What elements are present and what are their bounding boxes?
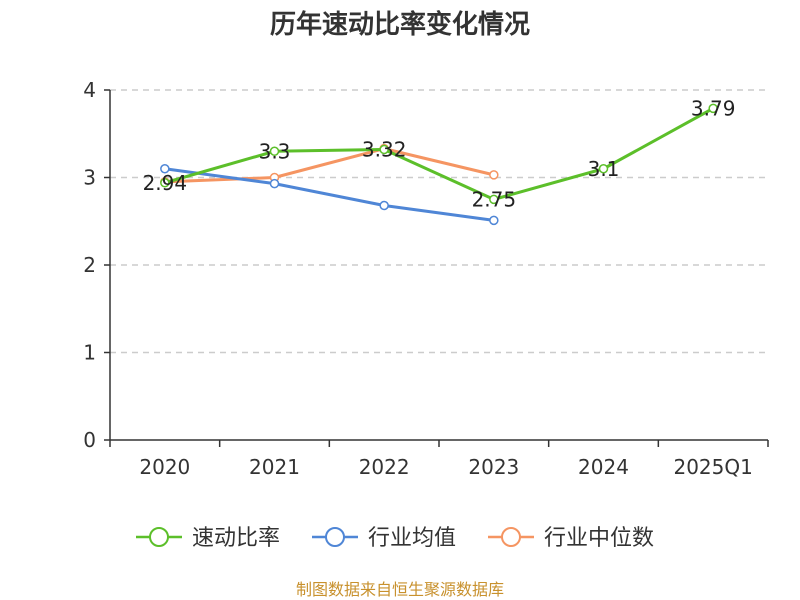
x-tick-label: 2025Q1 [673, 455, 752, 479]
chart-title: 历年速动比率变化情况 [270, 9, 530, 40]
data-point [489, 215, 499, 226]
gridlines [110, 89, 768, 354]
series-line-1 [164, 167, 495, 222]
series-line-2 [164, 147, 495, 184]
data-labels: 2.94 3.3 3.32 2.75 3.1 3.79 [143, 96, 736, 211]
legend-marker-2 [501, 527, 521, 547]
x-tick-label: 2021 [249, 455, 300, 479]
data-label: 3.79 [691, 96, 736, 120]
y-tick-label: 0 [83, 428, 96, 452]
data-point [598, 164, 609, 174]
data-label: 2.75 [472, 187, 517, 211]
data-point [269, 146, 280, 156]
legend-label: 行业均值 [368, 526, 456, 551]
legend-label: 行业中位数 [544, 526, 654, 551]
data-label: 3.3 [259, 139, 291, 163]
x-tick-label: 2020 [139, 455, 190, 479]
legend-marker-0 [149, 527, 169, 547]
x-tick-label: 2022 [359, 455, 410, 479]
source-note: 制图数据来自恒生聚源数据库 [296, 580, 504, 599]
series-line-0 [164, 107, 714, 201]
data-point [379, 144, 389, 155]
data-point [489, 194, 499, 205]
y-tick-label: 3 [83, 166, 96, 190]
y-tick-label: 2 [83, 253, 96, 277]
data-label: 2.94 [143, 171, 188, 195]
data-label: 3.1 [588, 157, 620, 181]
data-point [708, 103, 718, 114]
data-point [269, 178, 280, 189]
x-tick-label: 2023 [468, 455, 519, 479]
y-tick-label: 4 [83, 78, 96, 102]
data-point [160, 164, 170, 174]
y-tick-label: 1 [83, 341, 96, 365]
x-tick-label: 2024 [578, 455, 629, 479]
data-point [489, 170, 499, 180]
axes: 0 1 2 3 4 2020 2021 2022 2023 2024 2025Q1 [83, 78, 769, 479]
series [160, 103, 718, 226]
data-point [160, 178, 170, 188]
data-label: 3.32 [362, 138, 407, 162]
legend-label: 速动比率 [192, 526, 280, 551]
legend: 速动比率 行业均值 行业中位数 [136, 526, 654, 551]
legend-marker-1 [325, 527, 345, 547]
data-point [379, 200, 389, 211]
